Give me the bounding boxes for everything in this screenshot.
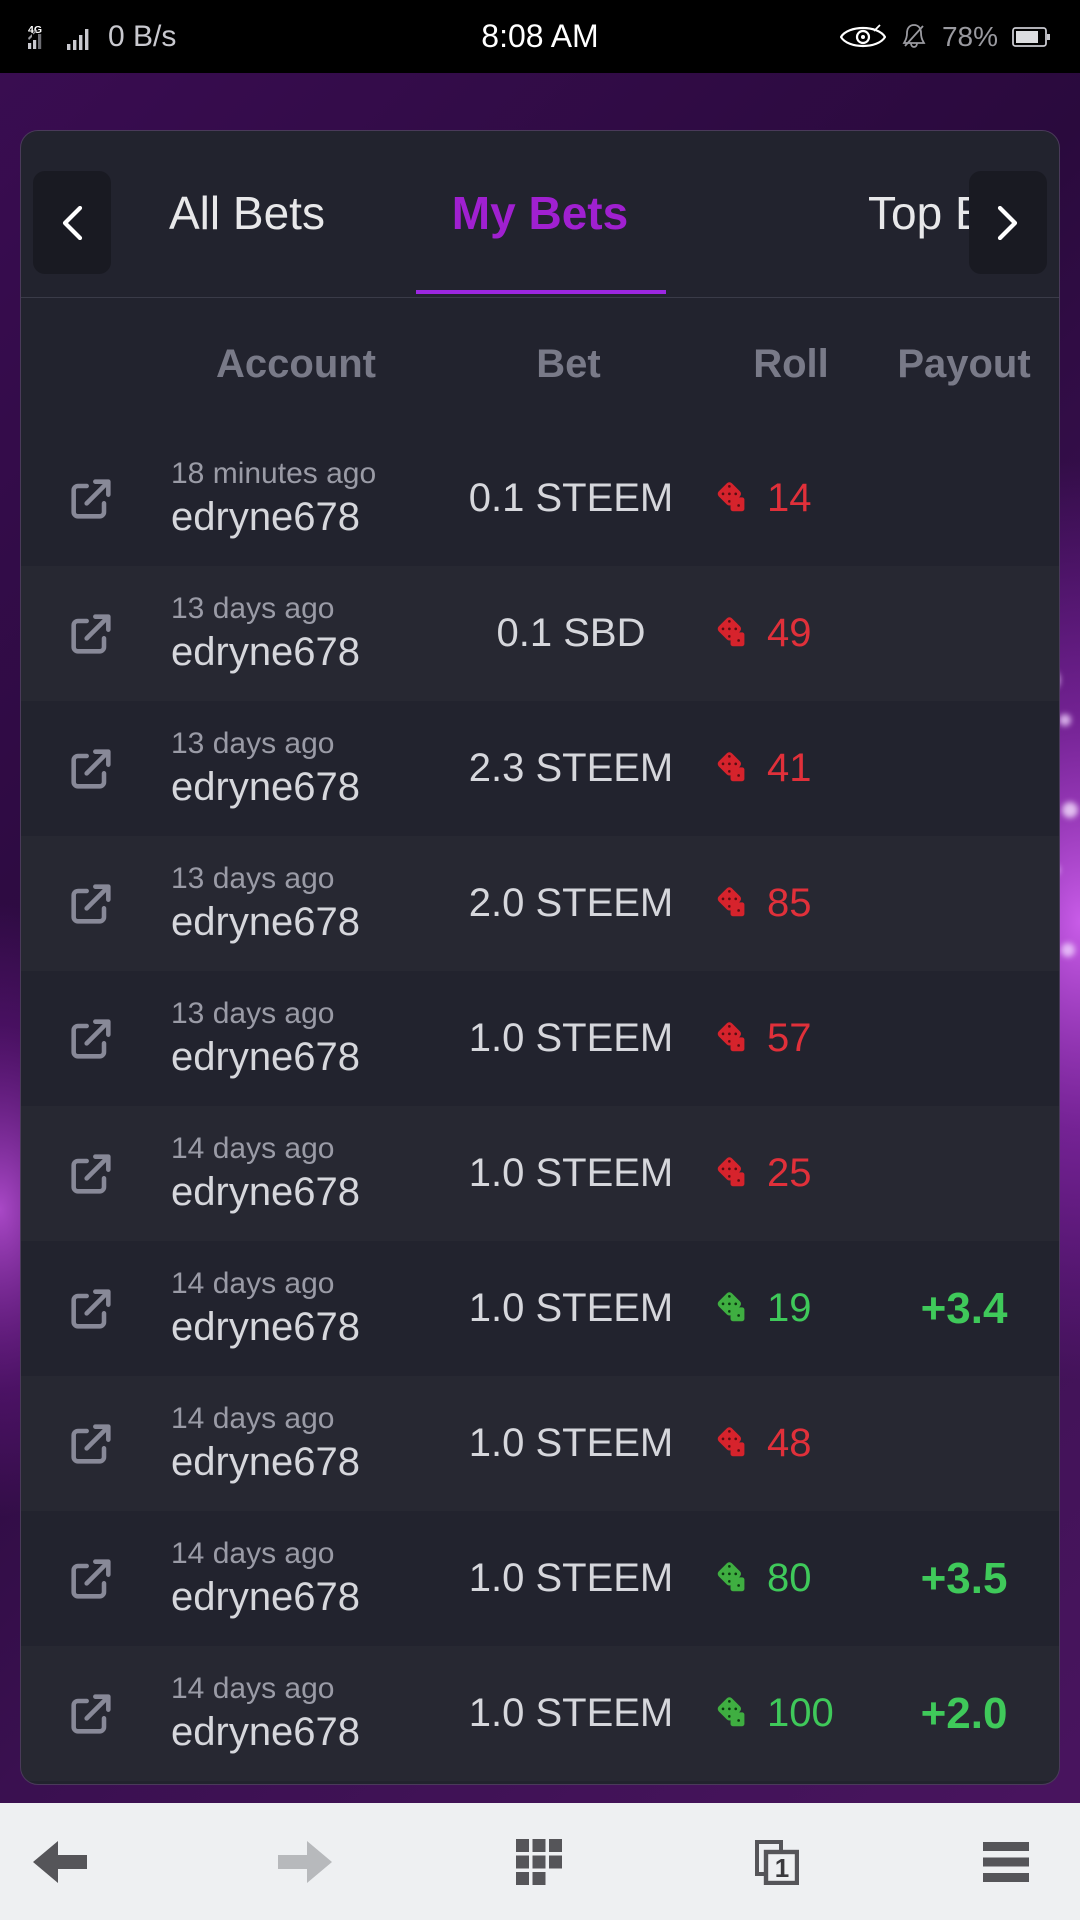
svg-text:1: 1	[775, 1853, 789, 1883]
